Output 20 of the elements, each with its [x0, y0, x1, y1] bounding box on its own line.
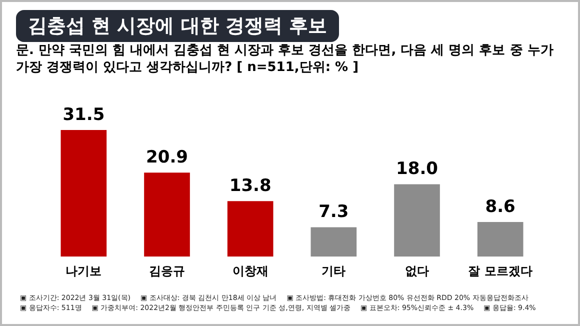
data-label: 20.9 [146, 148, 188, 168]
bar [144, 172, 190, 257]
bar [60, 130, 107, 257]
bar [477, 222, 524, 257]
x-tick-label: 잘 모르겠다 [468, 264, 532, 278]
data-label: 18.0 [396, 159, 438, 180]
data-label: 31.5 [62, 104, 105, 125]
data-label: 8.6 [485, 196, 516, 217]
x-tick-label: 이창재 [232, 264, 268, 278]
x-tick-label: 김응규 [149, 264, 185, 278]
data-label: 7.3 [318, 202, 349, 222]
x-tick-label: 나기보 [66, 264, 102, 278]
bar [394, 184, 440, 257]
x-tick-label: 기타 [322, 264, 346, 278]
chart-subtitle: 문. 만약 국민의 힘 내에서 김충섭 현 시장과 후보 경선을 한다면, 다음 세 명의 후보 중 누가 가장 경쟁력이 있다고 생각하십니까? [ n=511,단위: % ] [16, 42, 554, 76]
data-label: 13.8 [229, 176, 272, 196]
bar [227, 201, 274, 257]
chart-title: 김충섭 현 시장에 대한 경쟁력 후보 [16, 10, 340, 42]
x-tick-label: 없다 [405, 264, 429, 278]
bar [310, 227, 357, 257]
